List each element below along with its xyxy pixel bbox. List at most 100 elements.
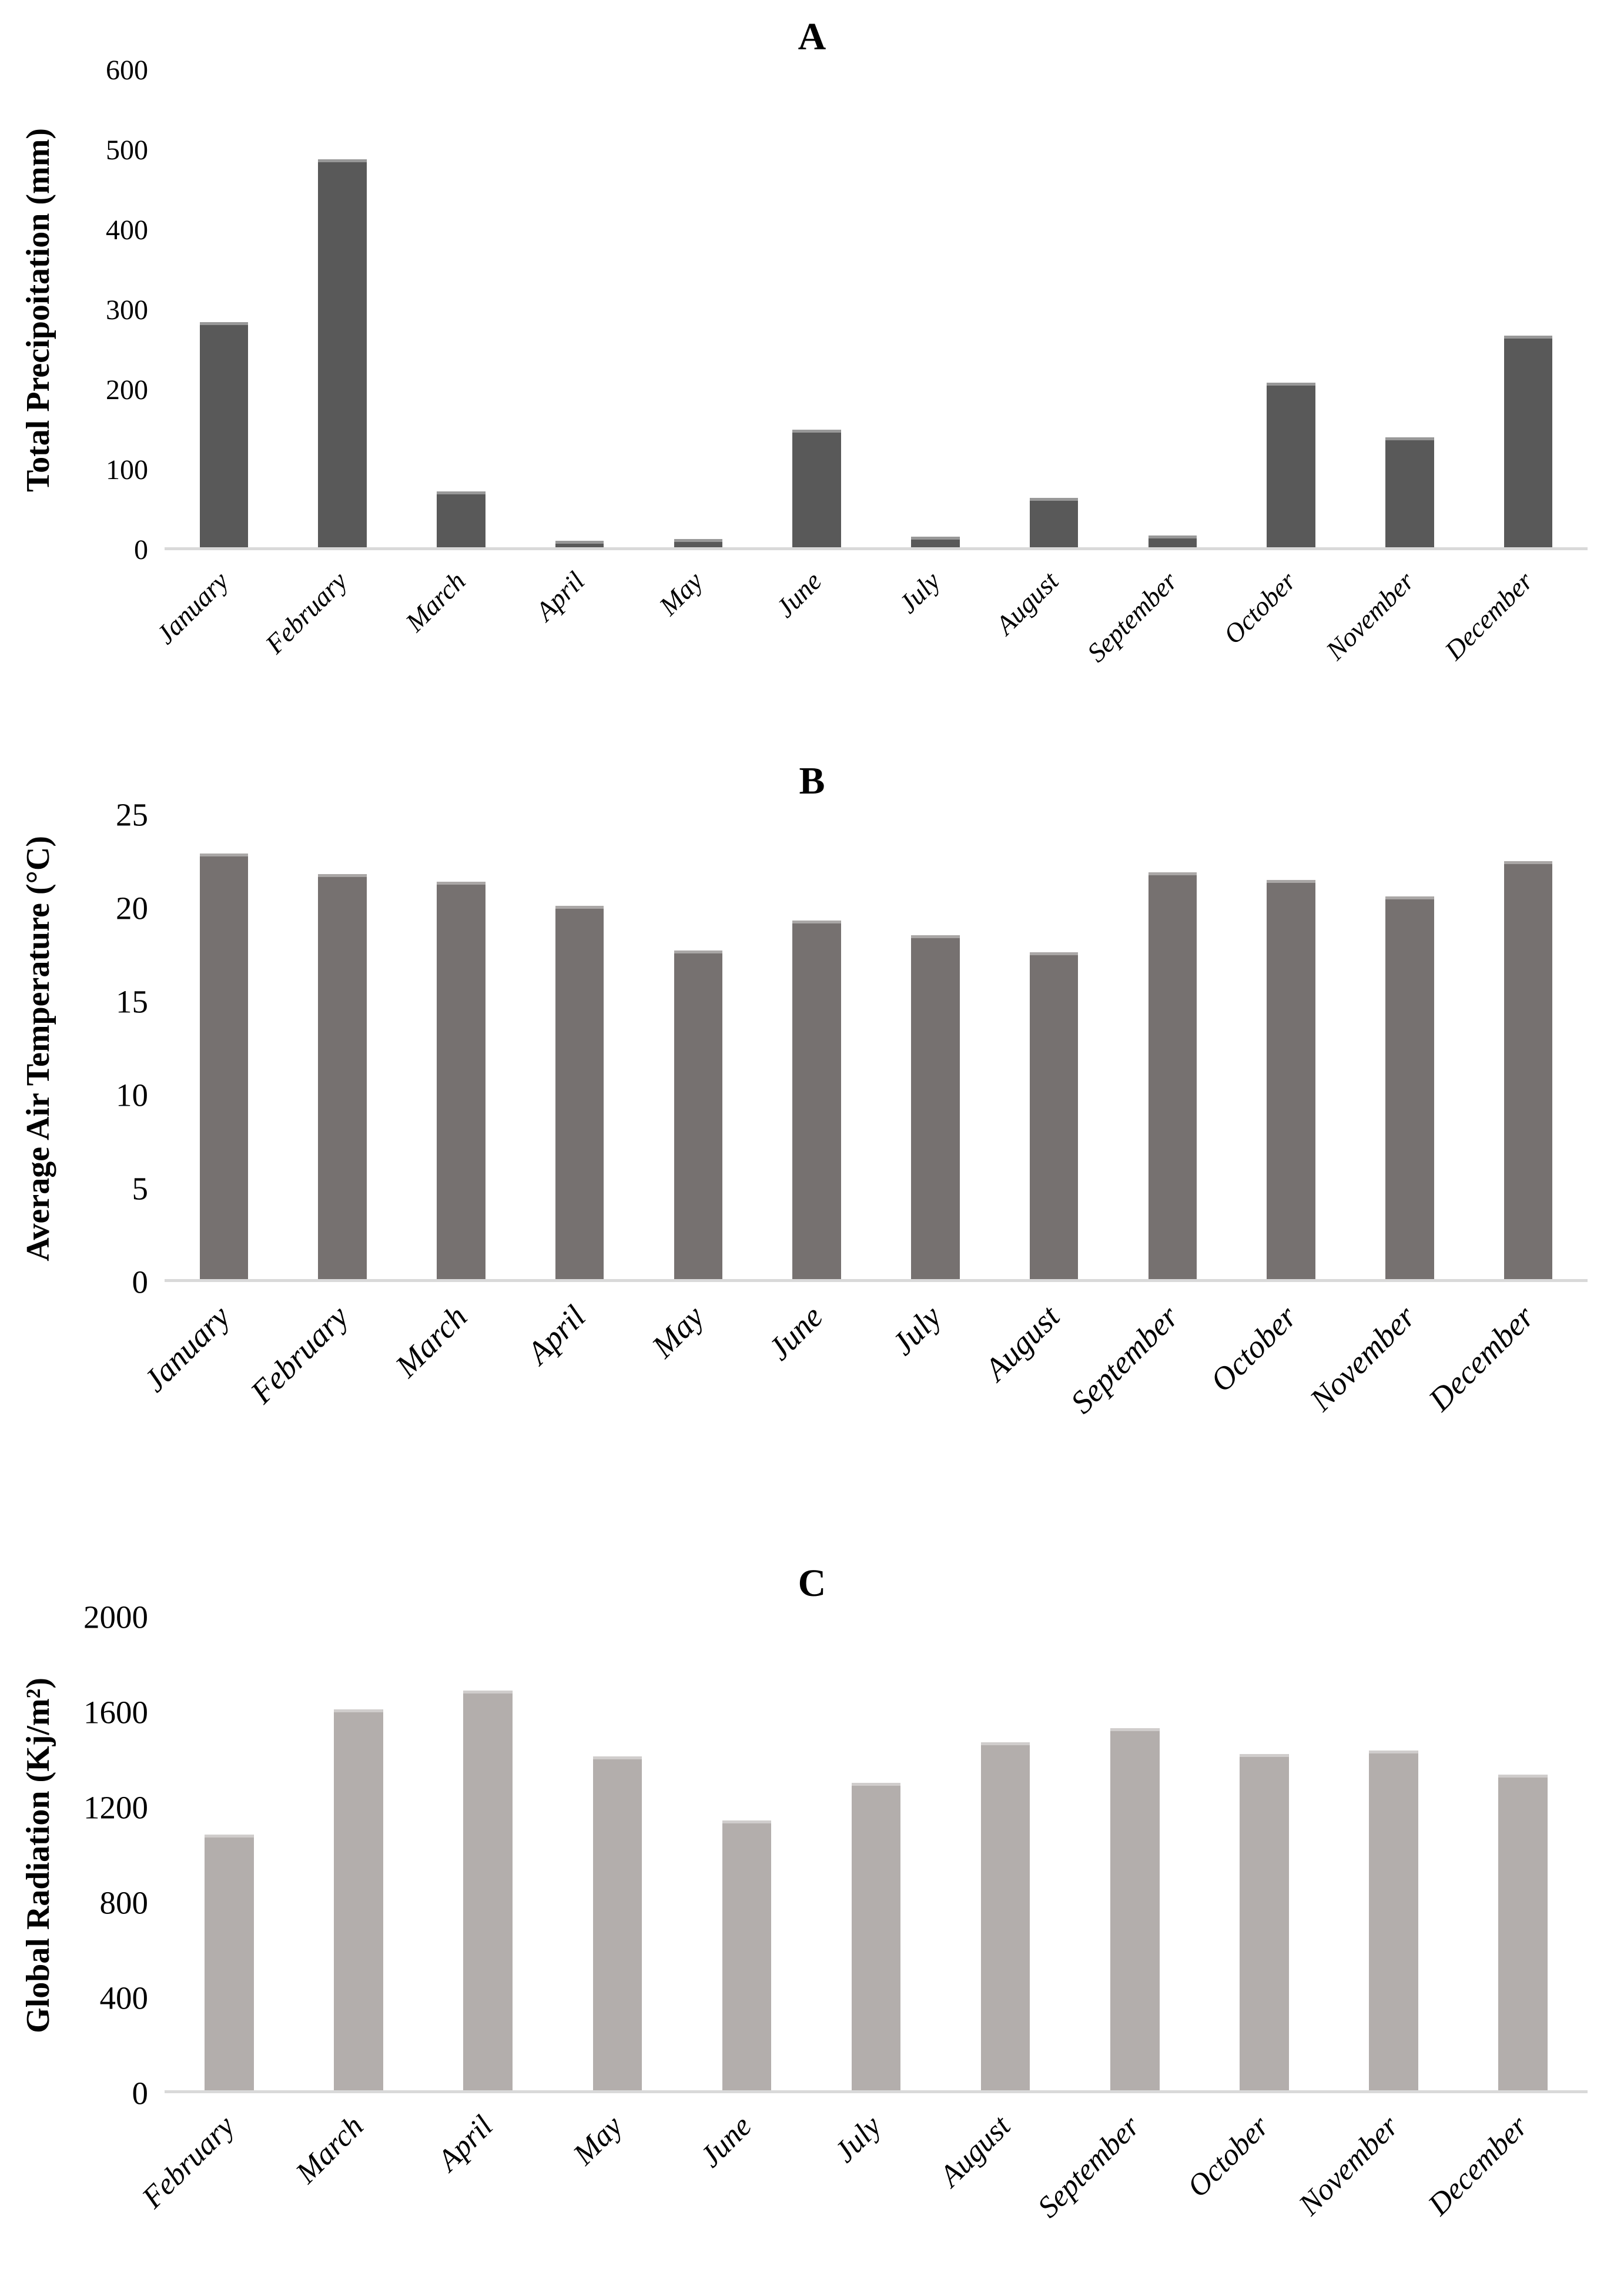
y-axis-title: Global Radiation (Kj/m²) <box>20 1677 56 2033</box>
bar-april <box>463 1690 513 2090</box>
y-axis-ticks: 0 100 200 300 400 500 600 <box>76 56 165 564</box>
bar-slot <box>1329 1617 1458 2090</box>
y-tick-label: 400 <box>106 214 148 246</box>
x-label-slot: September <box>1081 550 1232 738</box>
chart-c-plot-region: Global Radiation (Kj/m²) 0 400 800 1200 1600… <box>0 1601 1624 2110</box>
x-label-slot: February <box>243 1282 402 1535</box>
y-axis-ticks: 0 5 10 15 20 25 <box>76 799 165 1298</box>
bar-october <box>1267 879 1315 1279</box>
chart-b-y-axis-title-column: Average Air Temperature (°C) <box>0 815 76 1282</box>
bar-january <box>199 854 249 1279</box>
x-label-slot: May <box>639 550 758 738</box>
chart-c-title: C <box>798 1562 826 1605</box>
chart-c-y-axis-title-column: Global Radiation (Kj/m²) <box>0 1617 76 2093</box>
x-axis-labels: January February March April May June July Augu… <box>150 550 1588 738</box>
x-label-slot: December <box>1422 1282 1588 1535</box>
bar-slot <box>941 1617 1070 2090</box>
bar-february <box>318 159 367 547</box>
x-tick-label-august: August <box>933 2109 1017 2193</box>
x-label-slot: March <box>400 550 521 738</box>
bar-slot <box>758 815 876 1279</box>
x-tick-label-may: May <box>645 1298 711 1365</box>
bar-september <box>1110 1728 1160 2090</box>
bar-june <box>792 921 841 1279</box>
x-label-slot: December <box>1439 550 1588 738</box>
x-label-slot: May <box>553 2093 682 2270</box>
x-tick-label-july: July <box>885 1298 948 1362</box>
bar-slot <box>995 815 1113 1279</box>
bar-slot <box>1458 1617 1588 2090</box>
x-label-slot: February <box>259 550 402 738</box>
bar-slot <box>1469 815 1588 1279</box>
x-tick-label-march: March <box>388 1298 474 1384</box>
x-label-slot: April <box>423 2093 553 2270</box>
x-tick-label-march: March <box>289 2109 370 2190</box>
bar-august <box>1029 952 1079 1279</box>
chart-a-panel: A Total Precipoitation (mm) 0 100 200 300 40… <box>0 0 1624 738</box>
x-tick-label-april: April <box>529 565 590 627</box>
bar-slot <box>639 815 758 1279</box>
x-label-slot: December <box>1422 2093 1588 2270</box>
y-tick-label: 400 <box>99 1980 149 2016</box>
bar-august <box>1029 498 1079 547</box>
y-tick-label: 15 <box>116 983 148 1020</box>
x-tick-label-june: June <box>769 565 828 624</box>
bar-slot <box>1113 71 1232 547</box>
x-tick-label-june: June <box>694 2109 759 2174</box>
bar-slot <box>165 71 283 547</box>
x-axis-labels: January February March April May June July Augu… <box>136 1282 1588 1535</box>
bar-december <box>1504 861 1553 1279</box>
x-tick-label-april: April <box>431 2109 500 2178</box>
bar-slot <box>283 71 402 547</box>
bar-slot <box>876 815 995 1279</box>
chart-b-plot-region: Average Air Temperature (°C) 0 5 10 15 20 25 <box>0 799 1624 1298</box>
bar-slot <box>520 815 639 1279</box>
bar-march <box>437 491 485 547</box>
x-label-slot: July <box>876 550 995 738</box>
y-tick-label: 300 <box>106 294 148 326</box>
y-tick-label: 20 <box>116 890 148 926</box>
bar-june <box>792 429 841 547</box>
x-axis-labels: February March April May June July August Septe… <box>136 2093 1588 2270</box>
plot-area <box>165 71 1588 550</box>
x-tick-label-july: July <box>892 565 946 619</box>
x-label-slot: July <box>876 1282 995 1535</box>
bar-october <box>1267 383 1315 547</box>
x-label-slot: June <box>758 1282 876 1535</box>
bar-slot <box>1070 1617 1200 2090</box>
x-label-slot: September <box>1032 2093 1200 2270</box>
y-tick-label: 1600 <box>83 1694 148 1731</box>
bar-slot <box>553 1617 682 2090</box>
bar-november <box>1369 1751 1418 2090</box>
x-tick-label-february: February <box>135 2109 241 2215</box>
y-tick-label: 25 <box>116 796 148 833</box>
plot-area <box>165 815 1588 1282</box>
bar-slot <box>811 1617 940 2090</box>
bar-july <box>911 537 960 547</box>
y-tick-label: 10 <box>116 1077 148 1113</box>
y-tick-label: 200 <box>106 374 148 406</box>
bar-january <box>199 322 249 547</box>
bar-may <box>674 539 723 547</box>
bar-slot <box>1200 1617 1329 2090</box>
bar-slot <box>402 71 521 547</box>
bar-july <box>851 1782 901 2090</box>
bar-slot <box>639 71 758 547</box>
bar-december <box>1504 336 1553 547</box>
x-tick-label-july: July <box>828 2109 888 2170</box>
bar-slot <box>294 1617 423 2090</box>
chart-a-plot-region: Total Precipoitation (mm) 0 100 200 300 400 5… <box>0 56 1624 564</box>
y-tick-label: 500 <box>106 134 148 166</box>
bar-slot <box>423 1617 553 2090</box>
y-tick-label: 2000 <box>83 1599 148 1635</box>
y-tick-label: 100 <box>106 454 148 486</box>
bar-slot <box>165 1617 294 2090</box>
x-label-slot: April <box>520 1282 639 1535</box>
y-axis-ticks: 0 400 800 1200 1600 2000 <box>76 1601 165 2110</box>
bar-slot <box>682 1617 811 2090</box>
bar-slot <box>1351 815 1469 1279</box>
bar-slot <box>1232 71 1351 547</box>
x-label-slot: May <box>639 1282 758 1535</box>
y-tick-label: 0 <box>132 2075 149 2111</box>
bar-may <box>592 1756 642 2090</box>
